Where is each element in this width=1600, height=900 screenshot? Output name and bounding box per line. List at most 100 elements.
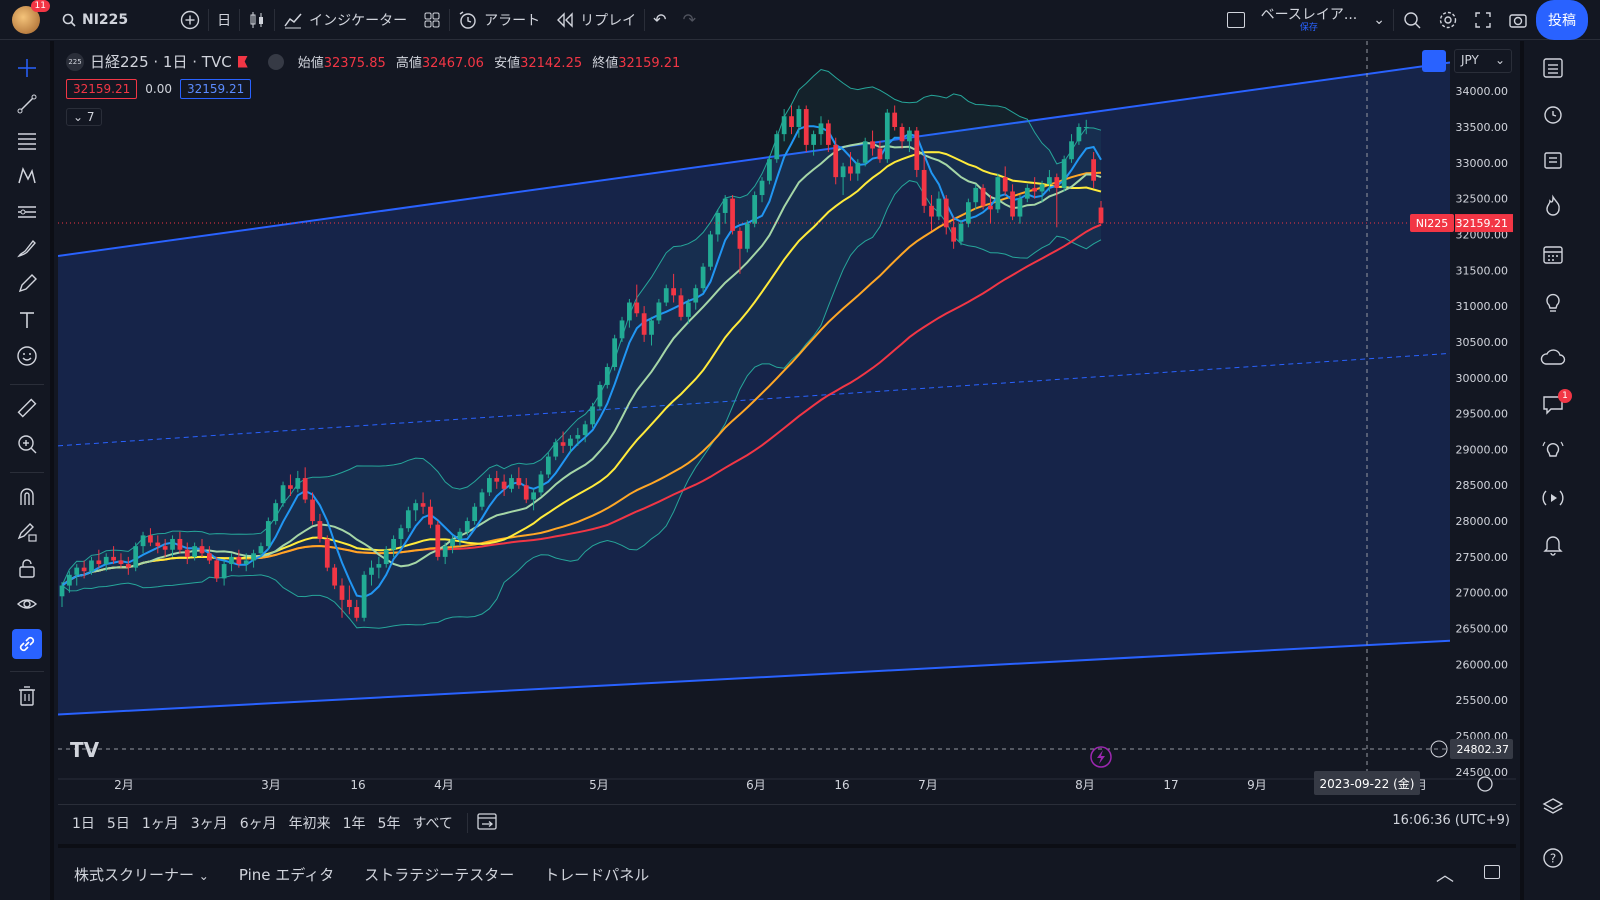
post-button[interactable]: 投稿	[1536, 0, 1588, 40]
layout-select-button[interactable]	[1219, 0, 1253, 40]
chats-button[interactable]: 1	[1536, 387, 1572, 421]
range-5d[interactable]: 5日	[106, 815, 130, 832]
candle-body	[965, 202, 971, 224]
candle	[693, 284, 699, 310]
lock-drawings-tool[interactable]	[12, 553, 42, 583]
price-axis[interactable]: 34500.0034000.0033500.0033000.0032500.00…	[1410, 41, 1516, 779]
candle	[951, 216, 957, 249]
flag-icon[interactable]	[237, 55, 248, 68]
notifications-button[interactable]	[1536, 527, 1570, 561]
market-status-icon[interactable]	[267, 53, 284, 70]
chart-pane[interactable]: TV 34500.0034000.0033500.0033000.0032500…	[58, 41, 1516, 817]
indicator-count: 7	[86, 110, 95, 124]
parallel-channel[interactable]	[58, 61, 1451, 716]
sync-icon[interactable]	[1422, 50, 1446, 72]
sell-price-box[interactable]: 32159.21	[66, 79, 138, 99]
pen-tool[interactable]	[12, 269, 42, 299]
fullscreen-button[interactable]	[1466, 0, 1500, 40]
range-1y[interactable]: 1年	[342, 815, 366, 832]
replay-button[interactable]: リプレイ	[548, 0, 644, 40]
tips-button[interactable]	[1536, 433, 1570, 467]
range-1m[interactable]: 1ヶ月	[141, 815, 179, 832]
channel-mid-line[interactable]	[58, 352, 1451, 447]
add-alert-icon[interactable]	[1430, 740, 1448, 758]
tab-trade-panel[interactable]: トレードパネル	[544, 865, 650, 884]
measure-tool[interactable]	[12, 393, 42, 423]
time-tick-label: 6月	[746, 778, 766, 792]
tab-stock-screener[interactable]: 株式スクリーナー ⌄	[74, 864, 209, 885]
community-button[interactable]	[1536, 341, 1570, 375]
hotlists-button[interactable]	[1536, 189, 1570, 223]
lightning-icon[interactable]	[1090, 746, 1112, 768]
range-all[interactable]: すべて	[412, 815, 453, 832]
indicators-collapse-button[interactable]: ⌄ 7	[66, 108, 102, 126]
tab-strategy-tester[interactable]: ストラテジーテスター	[364, 865, 515, 884]
maximize-panel-button[interactable]	[1484, 865, 1500, 883]
candle	[89, 556, 94, 575]
range-1d[interactable]: 1日	[72, 815, 95, 832]
collapse-panel-button[interactable]: ︿	[1436, 861, 1454, 887]
candle	[1083, 119, 1089, 135]
object-tree-button[interactable]	[1536, 791, 1570, 825]
layout-name-button[interactable]: ベースレイア... 保存	[1253, 0, 1366, 40]
zoom-tool[interactable]	[12, 429, 42, 459]
price-chart[interactable]: TV 34500.0034000.0033500.0033000.0032500…	[58, 41, 1516, 817]
alert-button[interactable]: アラート	[450, 0, 548, 40]
remove-drawings-tool[interactable]	[12, 681, 42, 711]
emoji-tool[interactable]	[12, 341, 42, 371]
brush-tool[interactable]	[12, 233, 42, 263]
settings-button[interactable]	[1430, 0, 1466, 40]
hide-drawings-tool[interactable]	[12, 589, 42, 619]
currency-select[interactable]: JPY ⌄	[1454, 49, 1512, 73]
snapshot-button[interactable]	[1500, 0, 1536, 40]
streams-button[interactable]	[1536, 481, 1570, 515]
layout-dropdown-button[interactable]: ⌄	[1365, 0, 1393, 40]
chart-type-button[interactable]	[240, 0, 274, 40]
range-ytd[interactable]: 年初来	[288, 815, 331, 832]
range-3m[interactable]: 3ヶ月	[190, 815, 228, 832]
buy-price-box[interactable]: 32159.21	[179, 79, 252, 99]
forecast-tool[interactable]	[12, 197, 42, 227]
timezone-clock[interactable]: 16:06:36 (UTC+9)	[1392, 813, 1510, 828]
symbol-title[interactable]: 日経225 · 1日 · TVC	[90, 53, 232, 71]
channel-lower-line[interactable]	[58, 639, 1451, 716]
flame-icon	[1546, 194, 1560, 216]
fib-tool[interactable]	[12, 125, 42, 155]
templates-button[interactable]	[415, 0, 449, 40]
indicators-button[interactable]: インジケーター	[275, 0, 415, 40]
goto-date-button[interactable]	[476, 811, 498, 835]
quick-search-button[interactable]	[1394, 0, 1430, 40]
crosshair-tool[interactable]	[12, 53, 42, 83]
watchlist-button[interactable]	[1536, 51, 1570, 85]
interval-button[interactable]: 日	[209, 0, 239, 40]
range-6m[interactable]: 6ヶ月	[239, 815, 277, 832]
axis-settings-icon[interactable]	[1477, 776, 1493, 792]
candle-body	[1032, 187, 1038, 192]
magnet-tool[interactable]	[12, 481, 42, 511]
sync-drawings-tool[interactable]	[12, 629, 42, 659]
undo-button[interactable]: ↶	[645, 0, 674, 40]
ideas-button[interactable]	[1536, 285, 1570, 319]
tab-pine-editor[interactable]: Pine エディタ	[238, 865, 335, 884]
alerts-panel-button[interactable]	[1536, 97, 1570, 131]
symbol-search-button[interactable]: NI225	[54, 0, 136, 40]
indicators-icon	[284, 13, 302, 28]
data-window-button[interactable]	[1536, 143, 1570, 177]
candle-body	[708, 234, 713, 267]
compare-button[interactable]	[172, 0, 208, 40]
crosshair-date-label: 2023-09-22 (金)	[1320, 776, 1415, 791]
text-tool[interactable]	[12, 305, 42, 335]
price-tick-label: 26500.00	[1456, 623, 1509, 636]
calendar-button[interactable]	[1536, 237, 1570, 271]
candle	[538, 470, 544, 496]
help-button[interactable]: ?	[1536, 841, 1570, 875]
user-avatar[interactable]: 11	[12, 0, 50, 34]
stay-drawing-tool[interactable]	[12, 517, 42, 547]
pattern-tool[interactable]	[12, 161, 42, 191]
redo-button[interactable]: ↷	[675, 0, 704, 40]
candle	[111, 546, 116, 565]
channel-upper-line[interactable]	[58, 61, 1451, 257]
range-5y[interactable]: 5年	[377, 815, 401, 832]
trendline-tool[interactable]	[12, 89, 42, 119]
candle	[420, 492, 426, 514]
